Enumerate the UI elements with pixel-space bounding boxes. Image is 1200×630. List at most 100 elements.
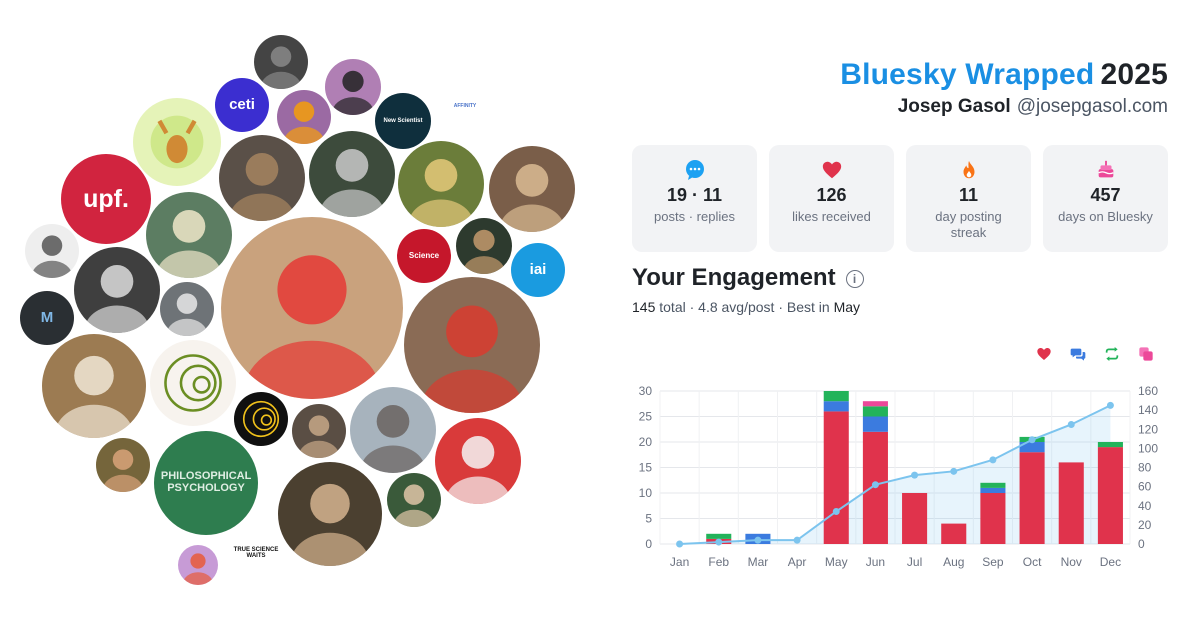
bubble-label: New Scientist <box>383 117 423 124</box>
reposts-arrows-icon[interactable] <box>1104 346 1120 362</box>
account-avatar-bubble[interactable] <box>254 35 308 89</box>
bar-segment <box>941 523 967 544</box>
account-avatar-bubble[interactable] <box>25 224 79 278</box>
replies-bubble-icon[interactable] <box>1070 346 1086 362</box>
cake-icon <box>1095 159 1117 181</box>
x-tick-label: May <box>825 555 848 569</box>
engagement-best-prefix: Best in <box>786 299 830 315</box>
x-tick-label: Oct <box>1023 555 1042 569</box>
person-silhouette-icon <box>156 210 222 278</box>
account-avatar-bubble[interactable] <box>150 340 236 426</box>
account-avatar-bubble[interactable] <box>387 473 441 527</box>
account-avatar-bubble[interactable] <box>160 282 214 336</box>
cumulative-point <box>793 536 801 544</box>
x-tick-label: Sep <box>982 555 1004 569</box>
account-logo-bubble[interactable]: AFFINITY <box>445 87 485 127</box>
user-handle[interactable]: @josepgasol.com <box>1016 96 1168 117</box>
stat-value: 11 <box>958 185 979 205</box>
bar-segment <box>980 493 1006 544</box>
stat-label: days on Bluesky <box>1058 209 1153 224</box>
brand-title: Bluesky Wrapped <box>840 58 1095 91</box>
bar-segment <box>862 416 888 432</box>
x-tick-label: Mar <box>748 555 769 569</box>
cumulative-point <box>989 456 997 464</box>
x-tick-label: Apr <box>788 555 807 569</box>
account-avatar-bubble[interactable] <box>219 135 305 221</box>
stat-value: 19 · 11 <box>666 185 723 205</box>
account-avatar-bubble[interactable] <box>456 218 512 274</box>
account-avatar-bubble[interactable] <box>435 418 521 504</box>
y2-tick-label: 120 <box>1138 422 1158 436</box>
y-tick-label: 20 <box>639 435 653 449</box>
account-logo-bubble[interactable]: PHILOSOPHICAL PSYCHOLOGY <box>154 431 258 535</box>
person-silhouette-icon <box>290 483 370 566</box>
stat-cards: 19 · 11 posts · replies 126 likes receiv… <box>632 145 1168 252</box>
bar-segment <box>980 487 1006 493</box>
account-avatar-bubble[interactable] <box>278 462 382 566</box>
person-silhouette-icon <box>331 70 375 115</box>
account-logo-bubble[interactable]: M <box>20 291 74 345</box>
y-tick-label: 25 <box>639 410 653 424</box>
account-avatar-bubble[interactable] <box>74 247 160 333</box>
followers-bubble-cloud: upf. ceti New Scientist AFFINITY Science iai M… <box>20 35 575 585</box>
bar-segment <box>980 482 1006 488</box>
account-logo-bubble[interactable]: TRUE SCIENCE WAITS <box>229 526 283 580</box>
info-icon[interactable]: i <box>845 270 864 288</box>
account-logo-bubble[interactable]: iai <box>511 243 565 297</box>
cumulative-point <box>1106 401 1114 409</box>
bar-segment <box>862 406 888 417</box>
engagement-total: 145 <box>632 299 656 315</box>
account-avatar-bubble[interactable] <box>404 277 540 413</box>
stat-value: 457 <box>1090 185 1121 205</box>
person-silhouette-icon <box>462 229 506 274</box>
account-avatar-bubble[interactable] <box>277 90 331 144</box>
cumulative-point <box>715 538 723 546</box>
stat-label: posts · replies <box>654 209 735 224</box>
person-silhouette-icon <box>499 164 565 232</box>
account-avatar-bubble[interactable] <box>221 217 403 399</box>
account-avatar-bubble[interactable] <box>350 387 436 473</box>
y2-tick-label: 40 <box>1138 499 1152 513</box>
x-tick-label: Feb <box>708 555 729 569</box>
person-silhouette-icon <box>445 436 511 504</box>
bubble-label: Science <box>408 250 440 260</box>
account-avatar-bubble[interactable] <box>234 392 288 446</box>
person-silhouette-icon <box>260 46 302 89</box>
account-avatar-bubble[interactable] <box>325 59 381 115</box>
bubble-label: iai <box>529 261 547 279</box>
y2-tick-label: 100 <box>1138 441 1158 455</box>
engagement-average: 4.8 avg/post <box>698 299 775 315</box>
account-avatar-bubble[interactable] <box>133 98 221 186</box>
account-avatar-bubble[interactable] <box>292 404 346 458</box>
y2-tick-label: 160 <box>1138 384 1158 398</box>
stat-card-streak: 11 day posting streak <box>906 145 1031 252</box>
account-logo-bubble[interactable]: ceti <box>215 78 269 132</box>
account-logo-bubble[interactable]: Science <box>397 229 451 283</box>
account-avatar-bubble[interactable] <box>146 192 232 278</box>
likes-heart-icon[interactable] <box>1036 346 1052 362</box>
account-logo-bubble[interactable]: New Scientist <box>375 93 431 149</box>
bar-segment <box>1058 462 1084 544</box>
person-silhouette-icon <box>229 153 295 221</box>
y-tick-label: 10 <box>639 486 653 500</box>
cumulative-point <box>871 481 879 489</box>
account-logo-bubble[interactable]: upf. <box>61 154 151 244</box>
stat-card-posts: 19 · 11 posts · replies <box>632 145 757 252</box>
account-avatar-bubble[interactable] <box>398 141 484 227</box>
account-avatar-bubble[interactable] <box>489 146 575 232</box>
y-tick-label: 5 <box>645 512 652 526</box>
bar-segment <box>823 401 849 412</box>
cumulative-point <box>950 467 958 475</box>
person-silhouette-icon <box>408 159 474 227</box>
person-silhouette-icon <box>360 405 426 473</box>
mascot-logo-icon <box>150 115 204 169</box>
account-avatar-bubble[interactable] <box>42 334 146 438</box>
person-silhouette-icon <box>84 265 150 333</box>
cumulative-point <box>911 471 919 479</box>
account-avatar-bubble[interactable] <box>96 438 150 492</box>
account-avatar-bubble[interactable] <box>178 545 218 585</box>
quotes-squares-icon[interactable] <box>1138 346 1154 362</box>
y-tick-label: 0 <box>645 537 652 551</box>
cumulative-point <box>1028 436 1036 444</box>
account-avatar-bubble[interactable] <box>309 131 395 217</box>
